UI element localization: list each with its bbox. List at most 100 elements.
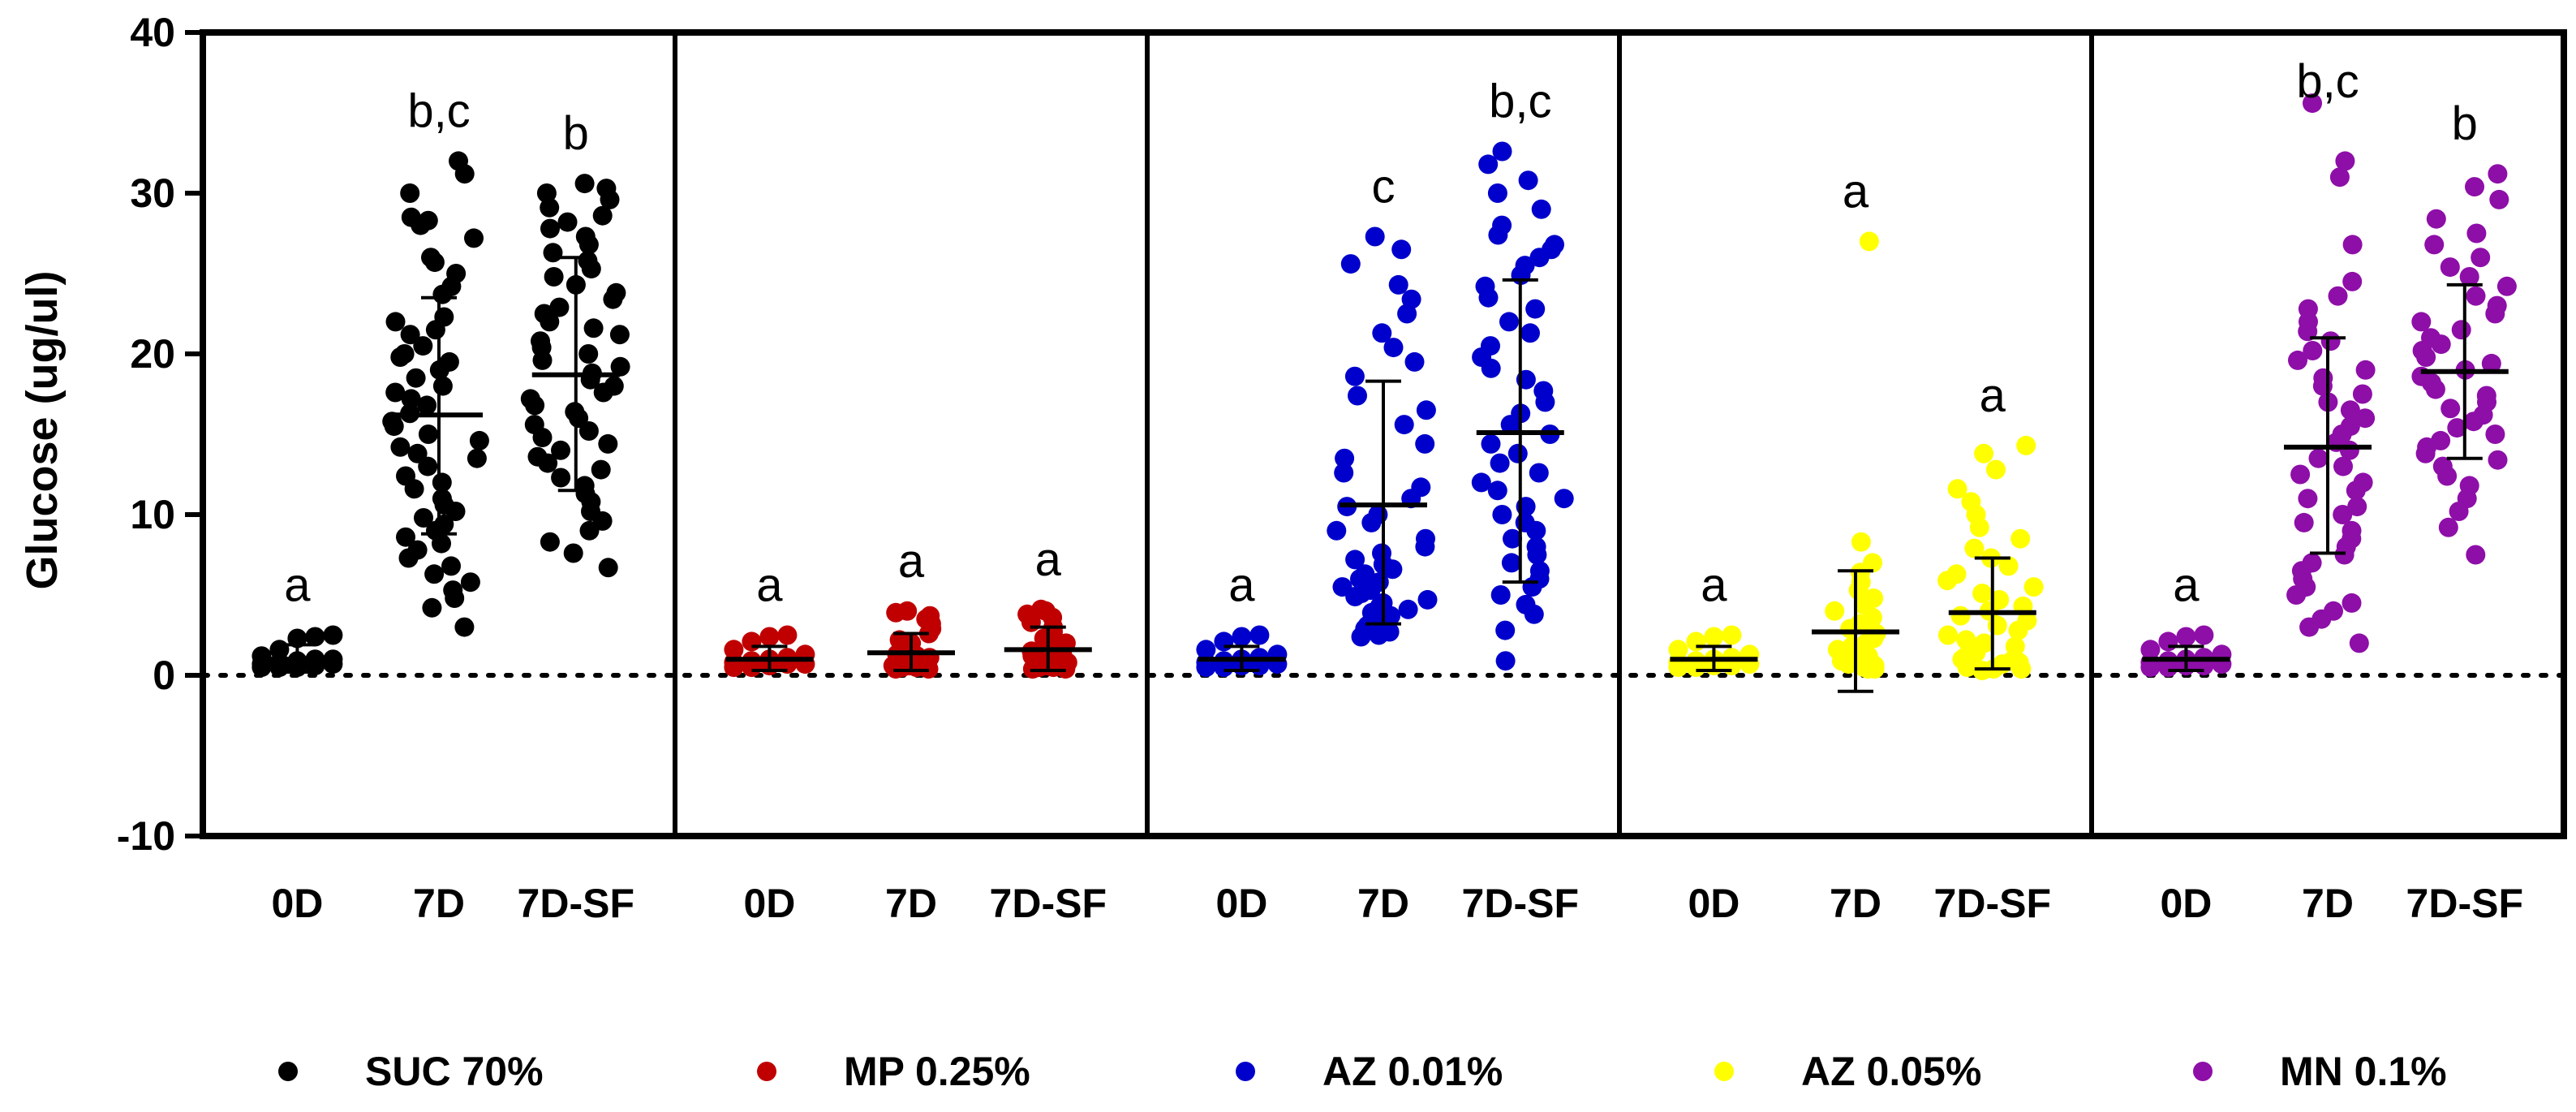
category-labels: 0D 7D 7D-SF 0D 7D 7D-SF 0D 7D 7D-SF 0D 7D 7D-SF 0D 7D… [271,881,2523,926]
data-point [2140,640,2161,660]
significance-label: a [1980,369,2006,422]
data-point [2342,235,2363,255]
data-point [2342,593,2362,613]
significance-label: a [1035,533,1062,586]
data-point [1518,170,1538,191]
y-axis: -10 0 10 20 30 40 [117,10,203,859]
data-point [579,520,600,541]
data-point [549,297,570,317]
data-point [610,356,630,377]
data-point [551,440,570,460]
data-point [1416,400,1436,420]
data-point [742,631,762,652]
category-label: 7D-SF [1462,881,1579,926]
data-point [385,382,406,403]
data-point [2340,400,2360,420]
data-point [2286,585,2307,605]
category-label: 0D [271,881,323,926]
data-point [252,646,272,666]
data-point [1478,287,1499,308]
data-point [1398,599,1418,619]
data-point [1529,248,1550,268]
data-point [2288,350,2307,370]
y-tick-label: 20 [130,331,175,377]
legend-label: SUC 70% [365,1049,544,1094]
data-point [1481,358,1501,378]
data-point [2485,425,2505,444]
data-point [578,344,599,364]
data-point [2333,456,2353,476]
data-point [1365,226,1385,247]
data-point [1525,299,1546,319]
data-point [460,572,480,593]
data-point [1487,183,1507,203]
data-point [1825,601,1845,621]
data-point [540,312,560,332]
data-point [2303,341,2323,360]
data-point [1417,589,1438,610]
data-point [400,325,420,345]
data-point [536,183,557,203]
data-point [1391,239,1412,260]
data-point [1492,505,1512,524]
data-point [2489,189,2509,209]
legend-label: AZ 0.05% [1801,1049,1981,1094]
data-point [540,532,560,552]
data-point [1522,577,1542,597]
data-point [1334,463,1354,483]
mean-sd-bars [253,256,2509,693]
category-label: 7D-SF [990,881,1107,926]
data-point [1394,415,1414,435]
data-point [1031,599,1051,619]
data-point [445,502,466,521]
data-point [600,189,620,209]
data-point [1490,585,1511,605]
data-point [540,218,560,239]
data-point [543,243,563,263]
legend: SUC 70% MP 0.25% AZ 0.01% AZ 0.05% MN 0.1% [278,1049,2447,1094]
legend-marker [1714,1062,1734,1081]
data-point [1415,433,1435,454]
data-point [2194,625,2214,645]
category-label: 7D [885,881,937,926]
data-point [2010,528,2031,549]
data-point [2308,448,2329,468]
data-point [1957,657,1977,678]
data-point [1327,520,1347,541]
data-point [1686,631,1706,652]
legend-label: MN 0.1% [2280,1049,2447,1094]
data-point [2416,347,2436,367]
data-point [2352,384,2372,404]
data-point [469,430,489,450]
data-point [1499,312,1519,332]
data-point [1969,517,1989,537]
data-point [1964,538,1985,558]
data-point [2349,633,2369,653]
data-point [777,625,798,645]
data-point [598,433,618,454]
legend-marker [1236,1062,1255,1081]
data-point [1554,489,1574,509]
data-point [323,625,343,645]
significance-label: b [563,107,589,160]
data-point [2342,271,2363,291]
y-tick-label: 0 [153,653,175,698]
data-point [1838,654,1859,675]
data-point [2299,617,2320,637]
data-point [1986,459,2006,480]
data-point [1344,366,1365,386]
data-point [1214,631,1234,652]
data-point [422,597,442,618]
data-point [1987,615,2007,636]
data-point [1938,625,1958,645]
data-point [385,312,406,332]
data-point [1864,659,1885,679]
data-point [1388,274,1408,295]
data-point [2451,320,2471,340]
data-point [432,284,453,304]
data-point [1488,225,1508,245]
data-point [1947,479,1967,499]
data-point [2008,620,2028,640]
category-label: 0D [2160,881,2212,926]
data-point [724,640,744,660]
